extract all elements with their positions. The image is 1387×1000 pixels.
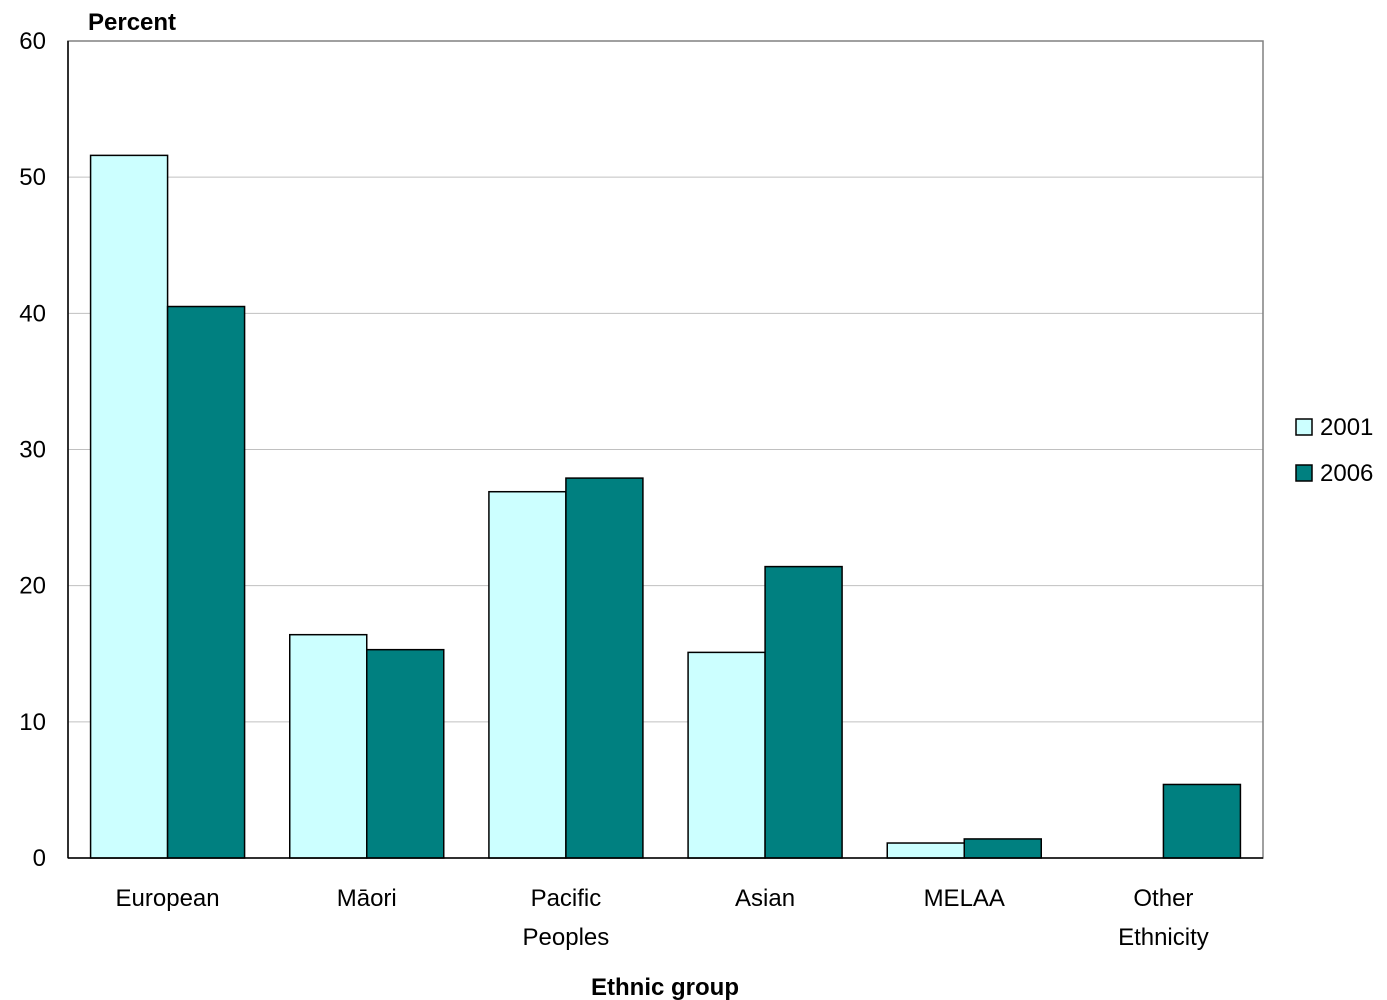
y-tick-label: 0 [33,845,46,872]
bar-2006-2 [565,477,644,859]
gridlines [68,176,1263,723]
bar-2006-4 [963,838,1042,859]
bar-2001-4 [886,842,965,859]
legend-swatch [1295,418,1313,436]
legend: 2001 2006 [1295,414,1373,487]
legend-swatch [1295,464,1313,482]
bar-2001-3 [687,651,766,859]
legend-label: 2001 [1320,414,1373,441]
y-tick-label: 50 [19,164,46,191]
bar-2001-2 [488,490,567,859]
x-category-label-line: Peoples [523,924,610,951]
x-category-label: Asian [735,885,795,912]
y-tick-label: 60 [19,28,46,55]
bar-2006-3 [764,565,843,859]
y-tick-label: 10 [19,709,46,736]
y-tick-label: 40 [19,300,46,327]
x-axis-categories: European Māori Pacific Peoples Asian MELAA Oth… [116,885,1209,951]
x-category-label: MELAA [924,885,1005,912]
bar-2006-1 [366,648,445,859]
x-axis-title: Ethnic group [591,974,739,1000]
x-category-label-line: Māori [337,885,397,912]
y-tick-label: 20 [19,573,46,600]
bars [89,154,1242,859]
x-category-label-line: Other [1133,885,1193,912]
y-axis-title: Percent [88,9,176,36]
x-category-label: Pacific Peoples [523,885,610,951]
x-category-label: Other Ethnicity [1118,885,1209,951]
bar-2006-5 [1162,783,1242,859]
y-axis-ticks: 0 10 20 30 40 50 60 [19,28,46,872]
bar-2001-1 [289,633,368,859]
x-category-label-line: Ethnicity [1118,924,1209,951]
x-category-label-line: Pacific [531,885,602,912]
y-tick-label: 30 [19,437,46,464]
x-category-label-line: European [116,885,220,912]
bar-2006-0 [166,305,246,859]
bar-2001-0 [89,154,169,859]
x-category-label: Māori [337,885,397,912]
x-category-label-line: Asian [735,885,795,912]
legend-label: 2006 [1320,460,1373,487]
x-category-label: European [116,885,220,912]
x-category-label-line: MELAA [924,885,1005,912]
